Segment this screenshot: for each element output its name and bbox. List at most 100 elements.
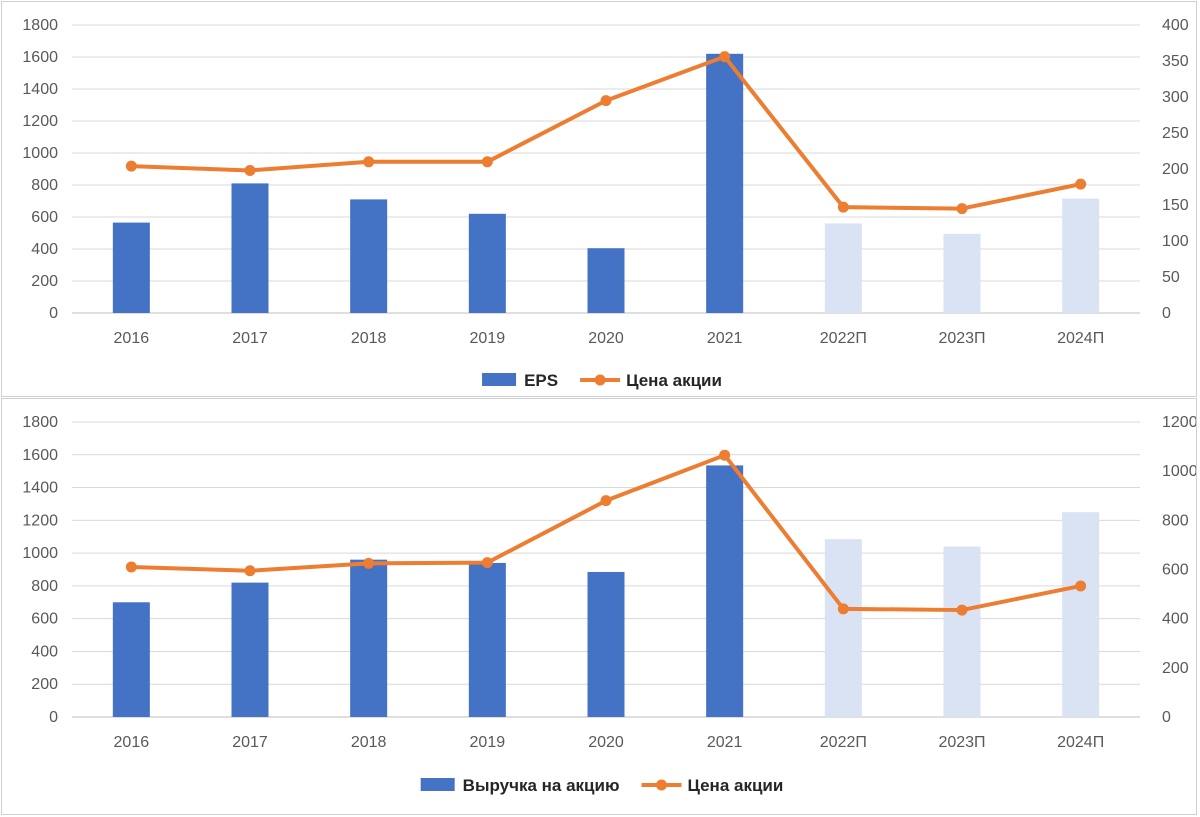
bar — [231, 183, 269, 313]
y2-axis-tick-label: 1000 — [1162, 463, 1196, 480]
revenue-per-share-chart: 0 200 400 600 800 1000 1200 1400 1600 1800 0 200 400… — [22, 414, 1196, 795]
price-point — [244, 164, 256, 176]
y2-axis-tick-label: 1200 — [1162, 414, 1196, 431]
bar — [468, 213, 506, 313]
eps-chart: 0 200 400 600 800 1000 1200 1400 1600 1800 0 50 100 1… — [22, 17, 1189, 390]
y2-axis-tick-label: 150 — [1162, 197, 1189, 214]
y2-axis-tick-label: 50 — [1162, 269, 1180, 286]
y2-axis-tick-label: 250 — [1162, 125, 1189, 142]
x-axis-tick-label: 2020 — [588, 734, 624, 751]
y2-axis-tick-label: 0 — [1162, 709, 1171, 726]
x-axis-tick-label: 2016 — [114, 734, 150, 751]
x-axis-tick-label: 2024П — [1057, 734, 1104, 751]
y-axis-tick-label: 800 — [31, 177, 58, 194]
legend-line-label: Цена акции — [626, 371, 722, 390]
bar — [1062, 198, 1100, 313]
price-point — [600, 495, 612, 507]
legend-bar-label: Выручка на акцию — [463, 776, 620, 795]
bar — [706, 465, 744, 717]
bar — [350, 199, 388, 313]
x-axis-tick-label: 2018 — [351, 330, 387, 347]
price-point — [363, 557, 375, 569]
y-axis-tick-label: 1200 — [22, 512, 58, 529]
y2-axis-tick-label: 400 — [1162, 611, 1189, 628]
y-axis-tick-label: 1600 — [22, 49, 58, 66]
y-axis-tick-label: 1400 — [22, 480, 58, 497]
x-axis-tick-label: 2024П — [1057, 330, 1104, 347]
price-point — [837, 201, 849, 213]
y-axis-tick-label: 1400 — [22, 81, 58, 98]
y2-axis-tick-label: 800 — [1162, 512, 1189, 529]
y-axis-tick-label: 1800 — [22, 17, 58, 34]
y-axis-tick-label: 1000 — [22, 145, 58, 162]
bar — [587, 571, 625, 717]
x-axis-tick-label: 2022П — [820, 734, 867, 751]
bar — [112, 222, 150, 313]
price-point — [125, 160, 137, 172]
legend-bar-swatch — [420, 778, 455, 791]
bar — [231, 582, 269, 717]
x-axis-tick-label: 2020 — [588, 330, 624, 347]
price-line — [131, 54, 1082, 211]
bar — [587, 248, 625, 313]
y-axis-tick-label: 1600 — [22, 447, 58, 464]
legend-line-marker — [655, 779, 667, 791]
price-point — [1075, 178, 1087, 190]
y2-axis-tick-label: 600 — [1162, 562, 1189, 579]
bar — [824, 539, 862, 717]
x-axis-tick-label: 2021 — [707, 330, 743, 347]
revenue-per-share-chart-panel: 0 200 400 600 800 1000 1200 1400 1600 1800 0 200 400… — [1, 398, 1197, 815]
y-axis-tick-label: 1000 — [22, 545, 58, 562]
eps-chart-panel: 0 200 400 600 800 1000 1200 1400 1600 1800 0 50 100 1… — [1, 1, 1197, 397]
x-axis-tick-label: 2016 — [114, 330, 150, 347]
y2-axis-tick-label: 350 — [1162, 53, 1189, 70]
y2-axis-tick-label: 200 — [1162, 660, 1189, 677]
bar — [468, 562, 506, 717]
legend-bar-swatch — [482, 373, 517, 386]
price-point — [600, 95, 612, 107]
bar — [350, 559, 388, 717]
price-point — [719, 51, 731, 63]
x-axis-tick-label: 2023П — [938, 734, 985, 751]
x-axis-tick-label: 2019 — [470, 734, 506, 751]
x-axis-tick-label: 2022П — [820, 330, 867, 347]
x-axis-tick-label: 2018 — [351, 734, 387, 751]
bar — [706, 53, 744, 314]
y-axis-tick-label: 400 — [31, 241, 58, 258]
x-axis-tick-label: 2019 — [470, 330, 506, 347]
price-point — [481, 156, 493, 168]
bar — [824, 223, 862, 313]
legend-line-marker — [594, 374, 606, 386]
x-axis-tick-label: 2023П — [938, 330, 985, 347]
price-point — [719, 449, 731, 461]
legend-line-label: Цена акции — [687, 776, 783, 795]
price-point — [956, 203, 968, 215]
y-axis-tick-label: 800 — [31, 578, 58, 595]
price-point — [956, 604, 968, 616]
price-point — [363, 156, 375, 168]
bar — [112, 602, 150, 717]
y-axis-tick-label: 1200 — [22, 113, 58, 130]
y-axis-tick-label: 0 — [49, 305, 58, 322]
x-axis-tick-label: 2017 — [232, 734, 268, 751]
price-point — [244, 565, 256, 577]
y2-axis-tick-label: 100 — [1162, 233, 1189, 250]
y2-axis-tick-label: 200 — [1162, 161, 1189, 178]
x-axis-tick-label: 2017 — [232, 330, 268, 347]
bar — [1062, 512, 1100, 717]
price-point — [837, 603, 849, 615]
y2-axis-tick-label: 300 — [1162, 89, 1189, 106]
legend-bar-label: EPS — [524, 371, 558, 390]
y-axis-tick-label: 1800 — [22, 414, 58, 431]
x-axis-tick-label: 2021 — [707, 734, 743, 751]
y-axis-tick-label: 200 — [31, 676, 58, 693]
bar — [943, 233, 981, 313]
price-point — [1075, 580, 1087, 592]
price-point — [481, 557, 493, 569]
y-axis-tick-label: 400 — [31, 643, 58, 660]
y-axis-tick-label: 200 — [31, 273, 58, 290]
y2-axis-tick-label: 400 — [1162, 17, 1189, 34]
y2-axis-tick-label: 0 — [1162, 305, 1171, 322]
y-axis-tick-label: 600 — [31, 611, 58, 628]
y-axis-tick-label: 600 — [31, 209, 58, 226]
